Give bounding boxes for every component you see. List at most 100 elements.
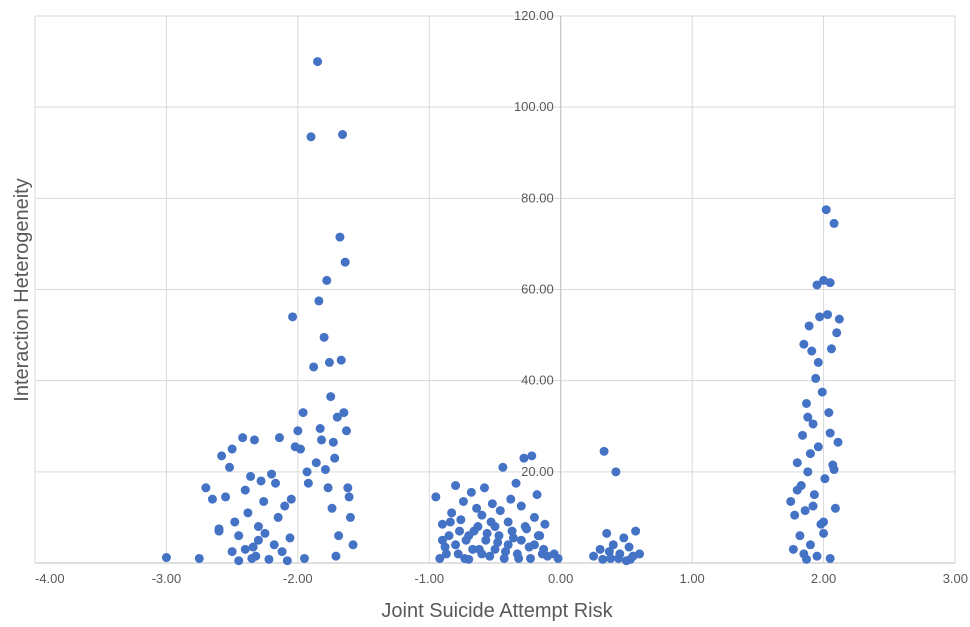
data-point (493, 537, 503, 547)
data-point (319, 332, 329, 342)
x-tick-label: 3.00 (943, 571, 968, 586)
data-point (490, 544, 500, 554)
data-point (207, 494, 217, 504)
data-point (589, 551, 599, 561)
data-point (595, 544, 605, 554)
data-point (808, 419, 818, 429)
data-point (437, 535, 447, 545)
data-point (345, 512, 355, 522)
data-point (317, 435, 327, 445)
data-point (214, 526, 224, 536)
data-point (274, 433, 284, 443)
y-axis-title: Interaction Heterogeneity (11, 178, 33, 401)
data-point (458, 496, 468, 506)
data-point (820, 474, 830, 484)
data-point (821, 205, 831, 215)
data-point (217, 451, 227, 461)
data-point (503, 540, 513, 550)
data-point (234, 556, 244, 566)
data-point (335, 232, 345, 242)
data-point (253, 535, 263, 545)
data-point (227, 444, 237, 454)
data-point (243, 508, 253, 518)
data-point (825, 553, 835, 563)
data-point (811, 373, 821, 383)
data-point (485, 551, 495, 561)
y-tick-label: 60.00 (521, 282, 554, 297)
x-tick-label: 0.00 (548, 571, 573, 586)
data-point (336, 355, 346, 365)
data-point (520, 522, 530, 532)
data-point (598, 554, 608, 564)
data-point (798, 430, 808, 440)
data-point (503, 517, 513, 527)
data-point (825, 428, 835, 438)
x-tick-label: -2.00 (283, 571, 313, 586)
data-point (327, 503, 337, 513)
data-point (264, 554, 274, 564)
data-point (322, 275, 332, 285)
data-point (624, 542, 634, 552)
data-point (804, 321, 814, 331)
data-point (326, 392, 336, 402)
data-point (479, 483, 489, 493)
data-point (507, 526, 517, 536)
data-point (533, 531, 543, 541)
data-point (324, 357, 334, 367)
data-point (819, 517, 829, 527)
data-point (482, 528, 492, 538)
data-point (817, 387, 827, 397)
data-point (815, 312, 825, 322)
data-point (830, 503, 840, 513)
data-point (792, 458, 802, 468)
data-point (288, 312, 298, 322)
data-point (227, 547, 237, 557)
data-point (464, 531, 474, 541)
data-point (519, 453, 529, 463)
data-point (506, 494, 516, 504)
data-point (437, 519, 447, 529)
data-point (788, 544, 798, 554)
data-point (809, 490, 819, 500)
data-point (259, 496, 269, 506)
data-point (540, 519, 550, 529)
data-point (799, 339, 809, 349)
data-point (311, 458, 321, 468)
data-point (328, 437, 338, 447)
data-point (299, 553, 309, 563)
data-point (348, 540, 358, 550)
data-point (341, 426, 351, 436)
data-point (487, 499, 497, 509)
data-point (619, 533, 629, 543)
data-point (539, 544, 549, 554)
data-point (812, 280, 822, 290)
x-axis-title: Joint Suicide Attempt Risk (381, 600, 613, 622)
x-tick-label: 2.00 (811, 571, 836, 586)
data-point (516, 501, 526, 511)
data-point (302, 467, 312, 477)
data-point (451, 481, 461, 491)
data-point (481, 535, 491, 545)
data-point (635, 549, 645, 559)
data-point (511, 478, 521, 488)
data-point (801, 398, 811, 408)
data-point (338, 130, 348, 140)
data-point (273, 512, 283, 522)
data-point (468, 544, 478, 554)
data-point (477, 510, 487, 520)
y-tick-labels: 20.00 40.00 60.00 80.00 100.00 120.00 (514, 8, 554, 479)
data-point (331, 551, 341, 561)
data-point (472, 503, 482, 513)
data-point (285, 533, 295, 543)
data-point (829, 218, 839, 228)
data-point (823, 310, 833, 320)
data-point (786, 496, 796, 506)
data-point (246, 471, 256, 481)
x-tick-label: -1.00 (414, 571, 444, 586)
y-tick-label: 120.00 (514, 8, 554, 23)
data-point (248, 542, 258, 552)
data-point (813, 442, 823, 452)
data-point (260, 528, 270, 538)
data-point (298, 408, 308, 418)
data-point (440, 542, 450, 552)
